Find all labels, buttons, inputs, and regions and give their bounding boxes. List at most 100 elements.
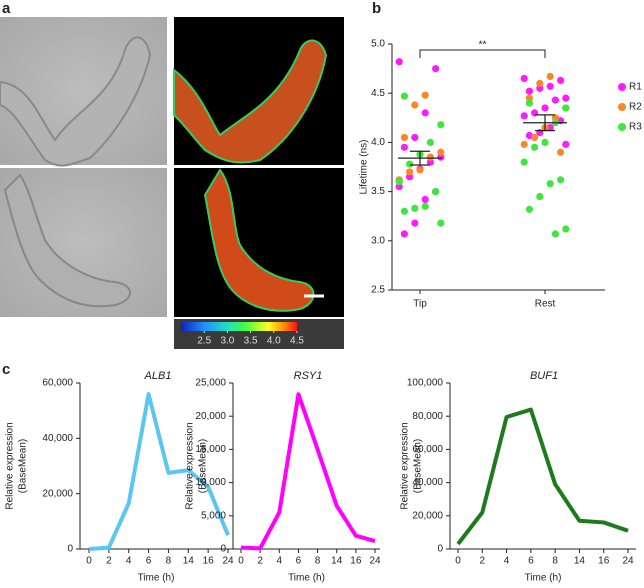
data-point: [432, 65, 440, 73]
data-point: [411, 204, 419, 212]
x-tick-label: 8: [166, 556, 172, 567]
y-tick-label: 0: [67, 544, 73, 555]
y-tick-label: 40,000: [412, 477, 443, 488]
legend-marker: [618, 123, 626, 131]
x-tick-label: 2: [480, 556, 486, 567]
x-axis-label: Time (h): [288, 573, 325, 584]
data-point: [562, 94, 570, 102]
data-point: [400, 207, 408, 215]
y-axis-label: Relative expression: [400, 422, 411, 509]
data-point: [536, 79, 544, 87]
y-axis-label: (BaseMean): [198, 439, 209, 493]
x-tick-label: 0: [238, 556, 244, 567]
colorbar: [181, 322, 297, 331]
x-tick-label: 4: [277, 556, 283, 567]
data-point: [546, 72, 554, 81]
data-point: [546, 82, 554, 90]
data-point: [437, 148, 445, 156]
colorbar-tick-label: 2.5: [197, 336, 211, 347]
x-tick-label: 6: [146, 556, 152, 567]
data-point: [562, 104, 570, 112]
y-tick-label: 2.5: [371, 285, 385, 296]
legend-label: R3: [629, 122, 642, 133]
x-tick-label: 16: [598, 556, 610, 567]
data-point: [531, 143, 539, 151]
data-point: [421, 109, 429, 117]
y-tick-label: 0: [220, 544, 226, 555]
data-point: [426, 138, 434, 146]
cell-shape: [173, 39, 328, 164]
x-axis-label: Time (h): [525, 573, 562, 584]
x-tick-label: Tip: [413, 299, 427, 310]
x-tick-label: 24: [622, 556, 634, 567]
colorbar-tick-label: 4.0: [267, 336, 281, 347]
data-point: [551, 230, 560, 238]
x-tick-label: 2: [106, 556, 112, 567]
y-axis-label: Relative expression: [5, 422, 16, 509]
data-point: [421, 91, 429, 99]
x-tick-label: Rest: [535, 299, 556, 310]
x-tick-label: 14: [331, 556, 343, 567]
legend-label: R1: [629, 82, 642, 93]
x-tick-label: 6: [296, 556, 302, 567]
legend-marker: [618, 103, 626, 111]
y-axis-label: Lifetime (ns): [359, 139, 370, 194]
data-point: [432, 188, 440, 196]
y-tick-label: 4.0: [371, 137, 385, 148]
data-point: [525, 205, 534, 213]
y-tick-label: 3.0: [371, 235, 385, 246]
data-point: [546, 124, 554, 132]
data-point: [437, 219, 445, 227]
cell-shape: [203, 168, 315, 312]
cell-shape: [3, 173, 131, 308]
data-point: [551, 114, 560, 122]
y-tick-label: 5.0: [371, 39, 385, 50]
x-tick-label: 24: [369, 556, 381, 567]
data-point: [400, 92, 408, 100]
data-point: [562, 225, 570, 233]
data-point: [520, 74, 528, 83]
data-point: [546, 180, 554, 188]
legend-label: R2: [629, 102, 642, 113]
x-tick-label: 6: [528, 556, 534, 567]
data-point: [426, 153, 434, 161]
data-point: [411, 101, 419, 109]
data-point: [400, 230, 408, 238]
y-tick-label: 4.5: [371, 88, 385, 99]
x-tick-label: 0: [86, 556, 92, 567]
data-point: [406, 173, 414, 181]
y-tick-label: 3.5: [371, 186, 385, 197]
cell-shape: [0, 36, 152, 167]
colorbar-tick-label: 4.5: [290, 336, 304, 347]
data-point: [426, 158, 434, 166]
data-point: [531, 133, 539, 142]
data-point: [395, 58, 403, 66]
data-point: [520, 140, 528, 148]
data-point: [395, 183, 403, 191]
data-point: [562, 140, 570, 148]
data-line: [88, 392, 230, 551]
y-tick-label: 20,000: [412, 510, 443, 521]
data-point: [536, 192, 544, 201]
y-tick-label: 20,000: [42, 488, 73, 499]
data-point: [536, 84, 544, 92]
x-tick-label: 4: [126, 556, 132, 567]
data-point: [541, 138, 549, 146]
x-tick-label: 14: [574, 556, 586, 567]
significance-label: **: [479, 40, 487, 51]
data-point: [541, 104, 549, 112]
chart-title: BUF1: [530, 370, 558, 382]
data-point: [551, 96, 560, 104]
y-tick-label: 25,000: [195, 378, 226, 389]
data-line: [456, 407, 629, 546]
y-tick-label: 60,000: [412, 444, 443, 455]
data-point: [406, 160, 414, 168]
y-tick-label: 40,000: [42, 433, 73, 444]
panel-label: a: [2, 0, 11, 17]
x-tick-label: 8: [552, 556, 558, 567]
y-tick-label: 0: [437, 544, 443, 555]
data-point: [557, 148, 565, 156]
data-point: [520, 112, 528, 120]
significance-bracket: [419, 49, 546, 58]
y-tick-label: 20,000: [195, 411, 226, 422]
